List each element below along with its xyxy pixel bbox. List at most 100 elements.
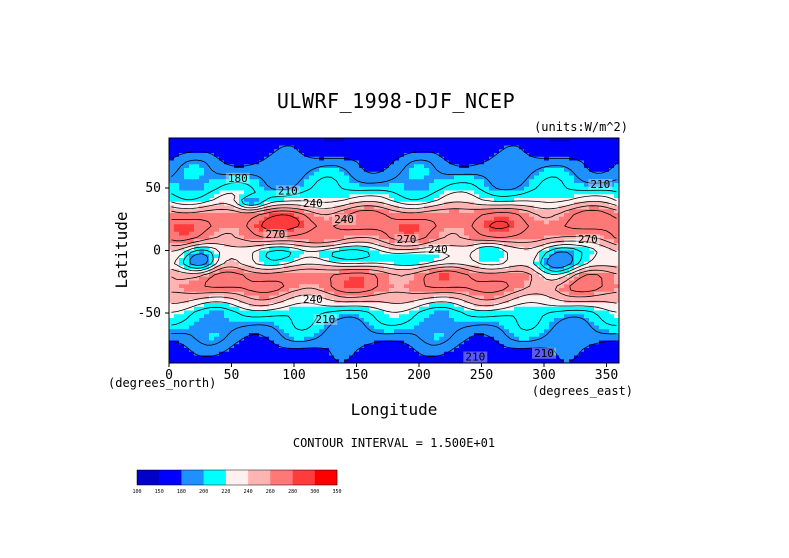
heatmap-cell [199, 250, 205, 255]
heatmap-cell [549, 321, 555, 327]
heatmap-cell [424, 153, 430, 158]
heatmap-cell [444, 224, 450, 229]
heatmap-cell [474, 340, 480, 345]
heatmap-cell [199, 198, 205, 203]
heatmap-cell [399, 295, 405, 300]
heatmap-cell [304, 336, 310, 342]
heatmap-cell [494, 291, 500, 297]
heatmap-cell [294, 201, 300, 207]
heatmap-cell [404, 198, 410, 203]
heatmap-cell [409, 329, 415, 334]
heatmap-cell [549, 258, 555, 263]
heatmap-cell [254, 333, 260, 338]
heatmap-cell [324, 220, 330, 225]
heatmap-cell [459, 318, 465, 323]
heatmap-cell [544, 276, 550, 282]
heatmap-cell [414, 228, 420, 233]
heatmap-cell [549, 231, 555, 237]
heatmap-cell [399, 333, 405, 338]
heatmap-cell [189, 288, 195, 293]
heatmap-cell [374, 186, 380, 192]
heatmap-cell [494, 138, 500, 143]
heatmap-cell [354, 254, 360, 259]
heatmap-cell [539, 194, 545, 199]
heatmap-cell [289, 254, 295, 259]
heatmap-cell [169, 243, 175, 248]
heatmap-cell [319, 171, 325, 177]
heatmap-cell [474, 284, 480, 289]
heatmap-cell [389, 336, 395, 342]
heatmap-cell [364, 291, 370, 297]
heatmap-cell [199, 213, 205, 218]
heatmap-cell [304, 213, 310, 218]
heatmap-cell [174, 291, 180, 297]
heatmap-cell [524, 186, 530, 192]
heatmap-cell [179, 145, 185, 150]
heatmap-cell [294, 171, 300, 177]
heatmap-cell [324, 224, 330, 229]
heatmap-cell [254, 201, 260, 207]
heatmap-cell [484, 138, 490, 143]
heatmap-cell [314, 186, 320, 192]
heatmap-cell [399, 141, 405, 147]
heatmap-cell [249, 250, 255, 255]
heatmap-cell [264, 138, 270, 143]
heatmap-cell [509, 276, 515, 282]
heatmap-cell [364, 344, 370, 349]
heatmap-cell [319, 258, 325, 263]
heatmap-cell [489, 205, 495, 210]
heatmap-cell [229, 318, 235, 323]
heatmap-cell [519, 243, 525, 248]
heatmap-cell [354, 314, 360, 319]
heatmap-cell [314, 190, 320, 195]
heatmap-cell [559, 183, 565, 188]
heatmap-cell [269, 153, 275, 158]
heatmap-cell [319, 246, 325, 252]
heatmap-cell [514, 149, 520, 154]
heatmap-cell [379, 250, 385, 255]
heatmap-cell [559, 235, 565, 240]
heatmap-cell [259, 329, 265, 334]
heatmap-cell [229, 265, 235, 270]
heatmap-cell [454, 149, 460, 154]
heatmap-cell [289, 336, 295, 342]
heatmap-cell [369, 280, 375, 285]
heatmap-cell [174, 179, 180, 184]
heatmap-cell [584, 183, 590, 188]
heatmap-cell [274, 340, 280, 345]
heatmap-cell [584, 243, 590, 248]
heatmap-cell [374, 276, 380, 282]
heatmap-cell [579, 138, 585, 143]
heatmap-cell [184, 295, 190, 300]
heatmap-cell [214, 329, 220, 334]
heatmap-cell [424, 314, 430, 319]
heatmap-cell [259, 156, 265, 162]
heatmap-cell [239, 284, 245, 289]
heatmap-cell [324, 250, 330, 255]
heatmap-cell [229, 198, 235, 203]
heatmap-cell [289, 325, 295, 330]
heatmap-cell [299, 273, 305, 278]
heatmap-cell [319, 201, 325, 207]
heatmap-cell [209, 239, 215, 244]
heatmap-cell [509, 284, 515, 289]
heatmap-cell [539, 175, 545, 180]
heatmap-cell [454, 299, 460, 304]
heatmap-cell [484, 276, 490, 282]
heatmap-cell [559, 333, 565, 338]
heatmap-cell [574, 333, 580, 338]
heatmap-cell [429, 201, 435, 207]
heatmap-cell [604, 138, 610, 143]
heatmap-cell [469, 145, 475, 150]
heatmap-cell [199, 344, 205, 349]
heatmap-cell [204, 291, 210, 297]
heatmap-cell [254, 344, 260, 349]
heatmap-cell [579, 318, 585, 323]
heatmap-cell [454, 325, 460, 330]
heatmap-cell [529, 209, 535, 214]
heatmap-cell [304, 149, 310, 154]
heatmap-cell [569, 258, 575, 263]
heatmap-cell [354, 220, 360, 225]
heatmap-cell [454, 168, 460, 173]
heatmap-cell [369, 171, 375, 177]
